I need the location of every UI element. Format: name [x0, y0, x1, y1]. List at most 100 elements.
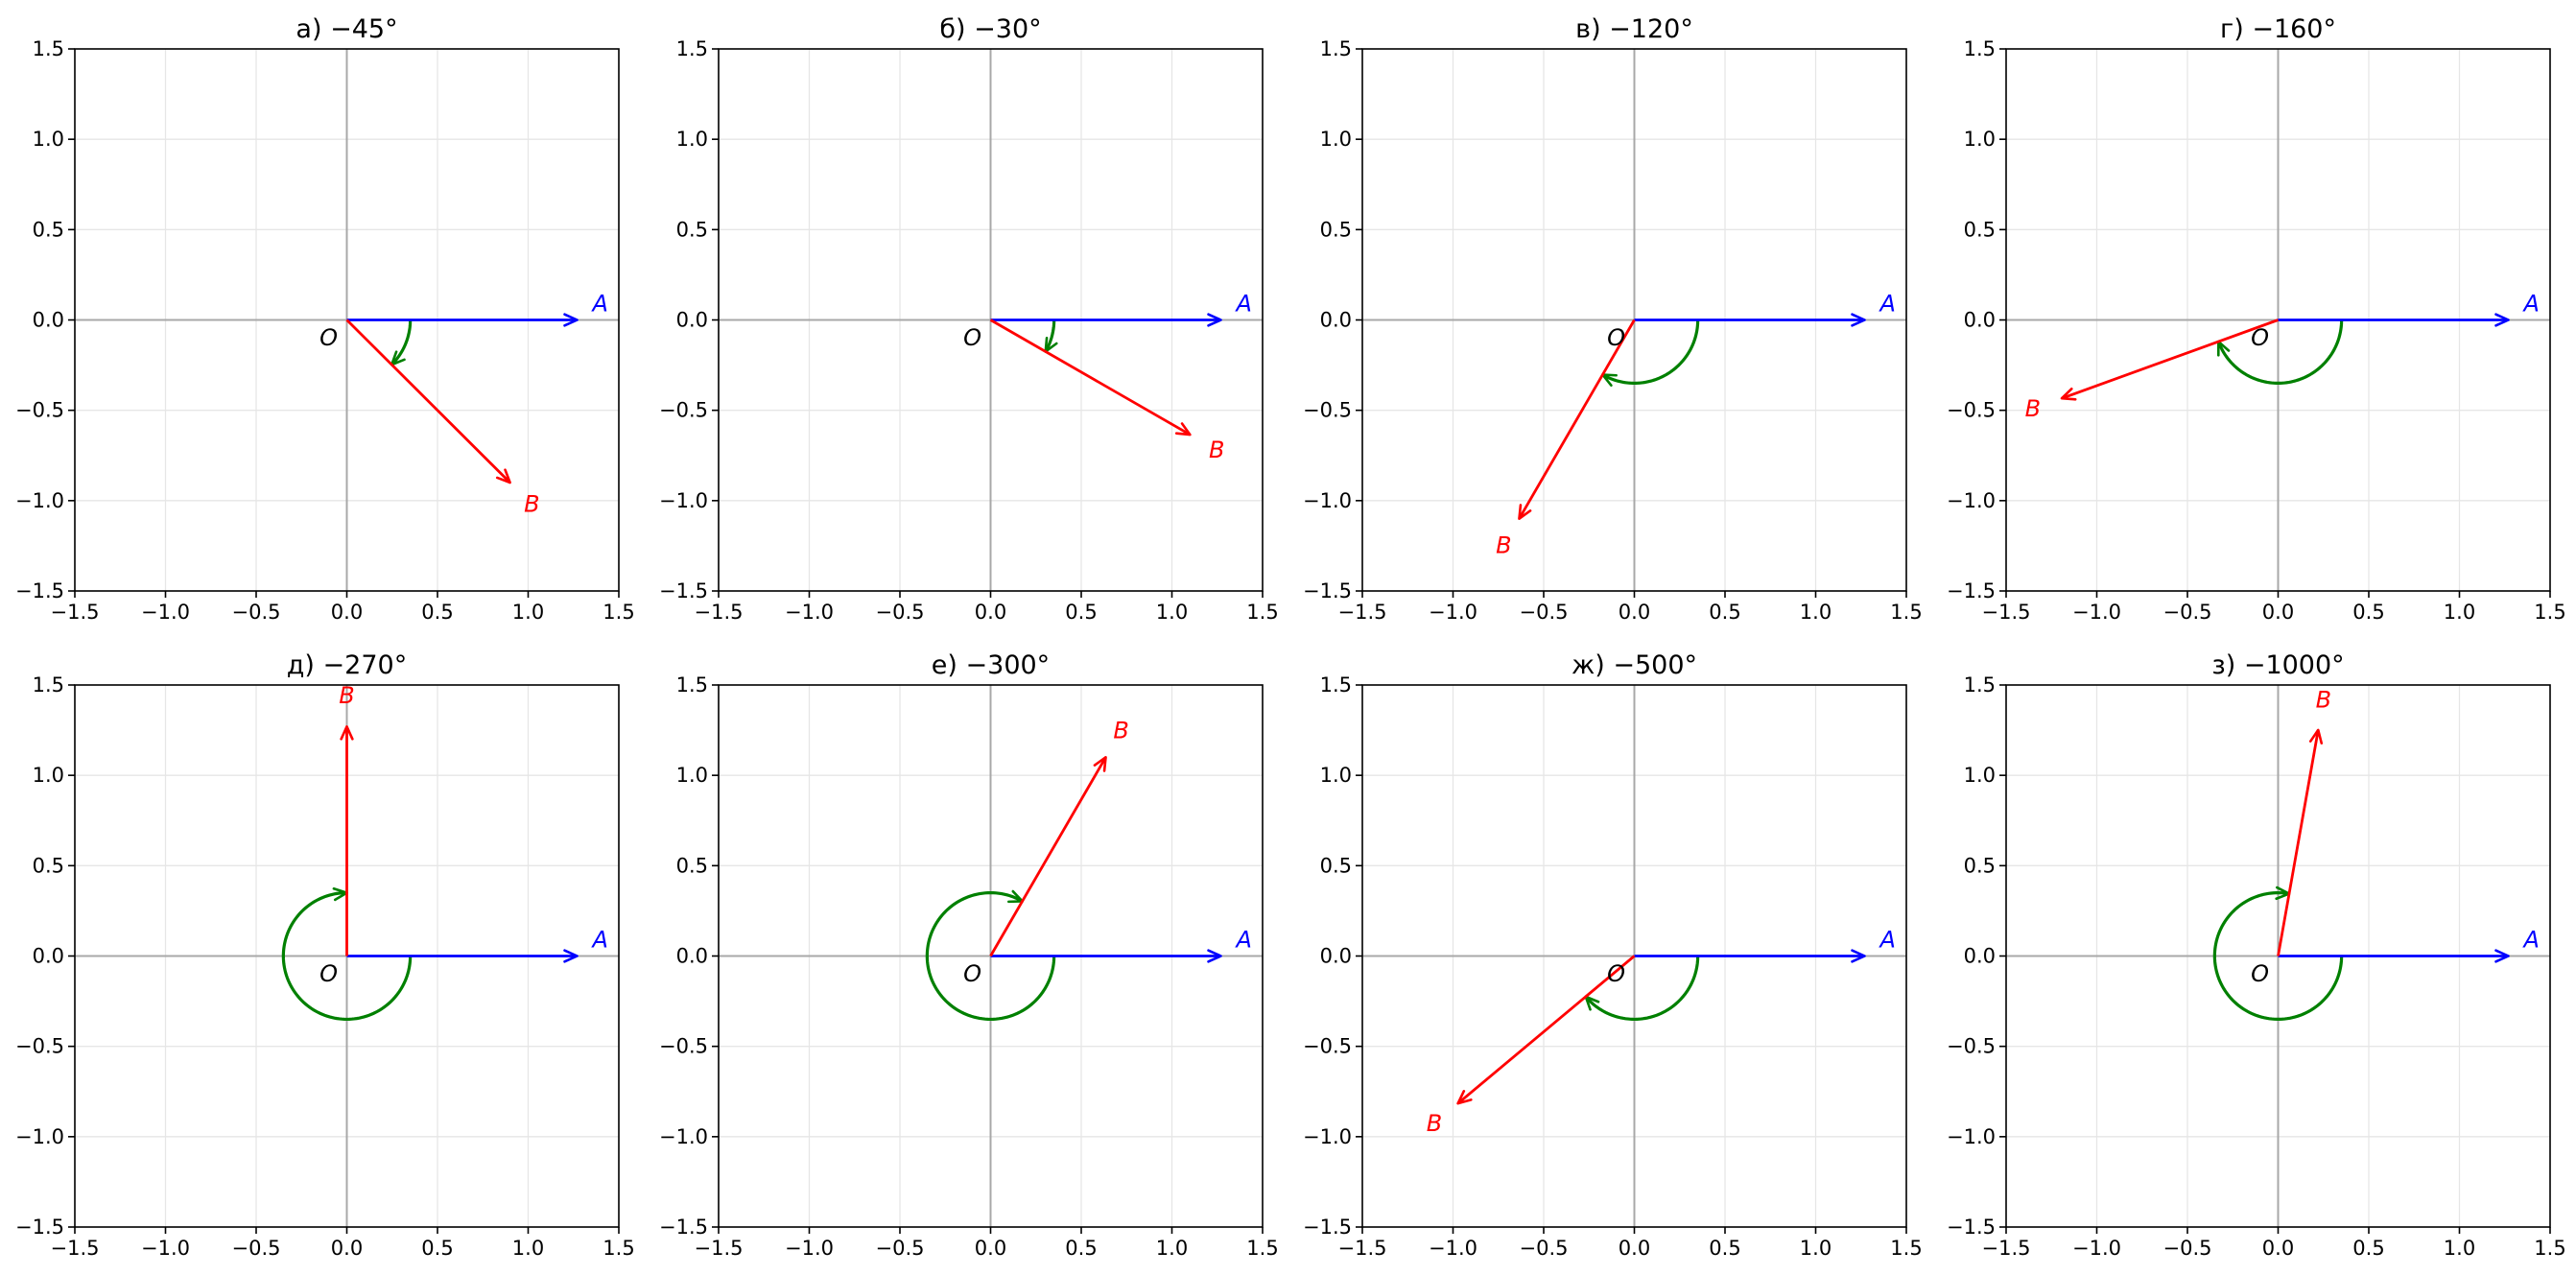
y-tick-label: −0.5 [1303, 1035, 1352, 1058]
y-tick-label: 1.0 [1320, 128, 1352, 151]
panel-title: б) −30° [939, 14, 1041, 44]
y-tick-label: 1.0 [1320, 764, 1352, 787]
panel-title: д) −270° [287, 650, 407, 680]
x-tick-label: 0.0 [975, 1237, 1006, 1260]
y-tick-label: −1.0 [1947, 1125, 1996, 1148]
y-tick-label: 0.5 [33, 218, 64, 241]
x-tick-label: −0.5 [1520, 1237, 1569, 1260]
rotation-arc [390, 319, 413, 366]
vector-ob-arrowhead [495, 468, 511, 484]
y-tick-label: 0.5 [1964, 854, 1996, 877]
x-tick-label: 0.0 [2262, 601, 2294, 624]
panel-title: а) −45° [295, 14, 397, 44]
panel-2: A B O −1.5 −1.0 −0.5 0.0 0.5 1.0 1.5 1.5 1.0 0.5 0.0 −… [659, 14, 1279, 624]
x-tick-label: 0.5 [1065, 1237, 1097, 1260]
y-tick-label: −0.5 [659, 1035, 708, 1058]
x-tick-label: −1.0 [785, 601, 834, 624]
y-tick-label: −0.5 [659, 399, 708, 422]
x-tick-label: 0.5 [1709, 601, 1740, 624]
vector-oa-arrowhead [1851, 313, 1866, 327]
x-tick-label: −0.5 [232, 1237, 281, 1260]
x-tick-label: 1.0 [512, 601, 544, 624]
x-tick-label: 1.0 [1800, 1237, 1832, 1260]
x-tick-label: −0.5 [876, 1237, 925, 1260]
x-tick-label: −1.0 [1429, 1237, 1477, 1260]
vector-ob [2277, 729, 2320, 956]
panel-3: A B O −1.5 −1.0 −0.5 0.0 0.5 1.0 1.5 1.5 1.0 0.5 0.0 −… [1303, 14, 1923, 624]
y-tick-label: 0.5 [676, 854, 708, 877]
x-tick-label: −0.5 [2163, 601, 2212, 624]
x-tick-label: 0.0 [1619, 1237, 1650, 1260]
x-tick-label: 1.5 [1246, 601, 1278, 624]
x-tick-label: 1.0 [1800, 601, 1832, 624]
y-tick-label: 0.5 [1964, 218, 1996, 241]
y-tick-label: −0.5 [1947, 399, 1996, 422]
vector-ob [989, 319, 1192, 437]
point-b-label: B [1209, 437, 1224, 463]
x-tick-label: 1.5 [603, 1237, 634, 1260]
x-tick-label: 0.0 [2262, 1237, 2294, 1260]
point-b-label: B [2316, 686, 2331, 713]
y-tick-label: −0.5 [15, 1035, 64, 1058]
x-tick-label: 0.0 [1619, 601, 1650, 624]
panel-title: ж) −500° [1572, 650, 1697, 680]
x-tick-label: −1.0 [141, 1237, 190, 1260]
x-tick-label: −1.5 [695, 601, 744, 624]
y-tick-label: 1.0 [1964, 764, 1996, 787]
vector-oa-arrowhead [563, 949, 579, 963]
panel-7: A B O −1.5 −1.0 −0.5 0.0 0.5 1.0 1.5 1.5 1.0 0.5 0.0 −… [1303, 650, 1923, 1260]
y-tick-label: −1.0 [659, 489, 708, 512]
point-b-label: B [1113, 718, 1128, 744]
y-tick-label: −1.0 [1303, 489, 1352, 512]
panel-4: A B O −1.5 −1.0 −0.5 0.0 0.5 1.0 1.5 1.5 1.0 0.5 0.0 −… [1947, 14, 2566, 624]
y-tick-label: −1.5 [15, 579, 64, 602]
point-a-label: A [1879, 927, 1896, 954]
y-tick-label: −1.0 [15, 1125, 64, 1148]
y-tick-label: −0.5 [1947, 1035, 1996, 1058]
y-tick-label: −1.0 [1303, 1125, 1352, 1148]
y-tick-label: 0.5 [1320, 218, 1352, 241]
rotation-arc [2212, 890, 2344, 1022]
point-b-label: B [524, 491, 539, 518]
x-tick-label: −0.5 [232, 601, 281, 624]
vector-ob [1518, 319, 1636, 520]
x-tick-label: −0.5 [876, 601, 925, 624]
point-b-label: B [1427, 1110, 1442, 1137]
y-tick-label: 0.5 [33, 854, 64, 877]
x-tick-label: −1.5 [695, 1237, 744, 1260]
x-tick-label: 1.0 [1156, 1237, 1188, 1260]
x-tick-label: 0.0 [975, 601, 1006, 624]
y-tick-label: 1.5 [676, 37, 708, 60]
y-tick-label: −1.5 [1303, 1216, 1352, 1239]
vector-ob-arrowhead [1518, 504, 1532, 520]
vector-oa-arrowhead [1207, 313, 1222, 327]
panel-5: A B O −1.5 −1.0 −0.5 0.0 0.5 1.0 1.5 1.5 1.0 0.5 0.0 −… [15, 650, 635, 1260]
vector-oa-arrowhead [2494, 949, 2510, 963]
y-tick-label: 0.0 [1320, 309, 1352, 332]
x-tick-label: 0.0 [331, 601, 363, 624]
y-tick-label: −0.5 [1303, 399, 1352, 422]
vector-ob [345, 319, 511, 484]
point-b-label: B [1496, 531, 1511, 558]
x-tick-label: −1.5 [51, 601, 100, 624]
rotation-arc [281, 890, 413, 1022]
x-tick-label: 1.0 [2444, 601, 2475, 624]
y-tick-label: 0.0 [33, 309, 64, 332]
x-tick-label: 0.5 [2352, 1237, 2384, 1260]
x-tick-label: 1.0 [512, 1237, 544, 1260]
x-tick-label: −1.5 [1338, 601, 1387, 624]
origin-label: O [2251, 324, 2269, 351]
vector-ob-arrowhead [2308, 728, 2324, 745]
y-tick-label: 0.0 [33, 945, 64, 968]
y-tick-label: 1.5 [33, 37, 64, 60]
y-tick-label: 1.0 [1964, 128, 1996, 151]
y-tick-label: 0.0 [676, 309, 708, 332]
y-tick-label: 1.0 [33, 128, 64, 151]
panel-1: A B O −1.5 −1.0 −0.5 0.0 0.5 1.0 1.5 1.5 1.0 0.5 0.0 −… [15, 14, 635, 624]
x-tick-label: 0.0 [331, 1237, 363, 1260]
rotation-arc [1601, 319, 1700, 386]
y-tick-label: 1.5 [1964, 673, 1996, 697]
point-a-label: A [591, 291, 608, 318]
y-tick-label: 1.0 [676, 128, 708, 151]
